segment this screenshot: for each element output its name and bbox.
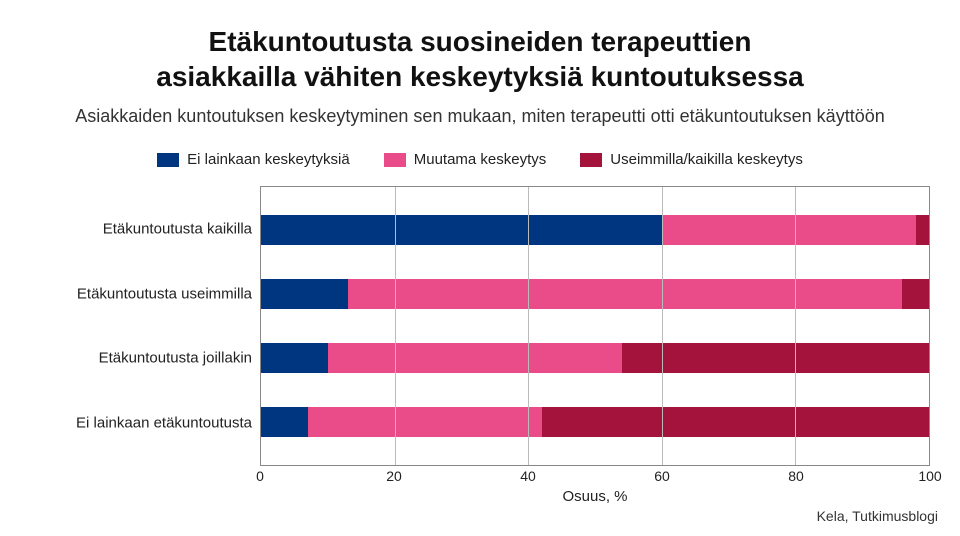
- legend-swatch: [157, 153, 179, 167]
- legend-item: Useimmilla/kaikilla keskeytys: [580, 151, 803, 168]
- bar-segment: [328, 343, 622, 372]
- bar-row: [261, 279, 929, 308]
- legend-label: Muutama keskeytys: [414, 151, 547, 168]
- y-category-label: Etäkuntoutusta kaikilla: [103, 221, 252, 238]
- legend-swatch: [580, 153, 602, 167]
- bar-segment: [902, 279, 929, 308]
- x-axis-ticks: 020406080100: [260, 466, 930, 486]
- grid-line: [795, 187, 796, 465]
- bar-segment: [662, 215, 916, 244]
- chart-container: Etäkuntoutusta suosineiden terapeuttien …: [0, 0, 960, 536]
- legend-label: Ei lainkaan keskeytyksiä: [187, 151, 350, 168]
- x-tick-label: 0: [256, 468, 264, 484]
- bar-segment: [348, 279, 902, 308]
- title-line-2: asiakkailla vähiten keskeytyksiä kuntout…: [156, 61, 804, 92]
- bar-segment: [261, 279, 348, 308]
- x-tick-label: 100: [918, 468, 941, 484]
- bar-segment: [622, 343, 929, 372]
- legend: Ei lainkaan keskeytyksiä Muutama keskeyt…: [30, 151, 930, 168]
- y-axis-labels: Etäkuntoutusta kaikilla Etäkuntoutusta us…: [30, 186, 260, 466]
- y-category-label: Ei lainkaan etäkuntoutusta: [76, 414, 252, 431]
- y-category-label: Etäkuntoutusta useimmilla: [77, 285, 252, 302]
- title-line-1: Etäkuntoutusta suosineiden terapeuttien: [209, 26, 752, 57]
- bar-segment: [261, 407, 308, 436]
- bar-segment: [916, 215, 929, 244]
- x-tick-label: 40: [520, 468, 536, 484]
- bar-row: [261, 215, 929, 244]
- x-tick-label: 20: [386, 468, 402, 484]
- legend-swatch: [384, 153, 406, 167]
- grid-line: [528, 187, 529, 465]
- plot-area: Etäkuntoutusta kaikilla Etäkuntoutusta us…: [30, 186, 930, 466]
- x-tick-label: 60: [654, 468, 670, 484]
- bar-segment: [542, 407, 929, 436]
- x-tick-label: 80: [788, 468, 804, 484]
- bar-row: [261, 343, 929, 372]
- grid-line: [662, 187, 663, 465]
- legend-label: Useimmilla/kaikilla keskeytys: [610, 151, 803, 168]
- chart-title: Etäkuntoutusta suosineiden terapeuttien …: [30, 24, 930, 94]
- grid-line: [395, 187, 396, 465]
- chart-area: [260, 186, 930, 466]
- bar-segment: [261, 343, 328, 372]
- x-axis-title: Osuus, %: [260, 488, 930, 505]
- legend-item: Muutama keskeytys: [384, 151, 547, 168]
- y-category-label: Etäkuntoutusta joillakin: [99, 350, 252, 367]
- chart-subtitle: Asiakkaiden kuntoutuksen keskeytyminen s…: [30, 106, 930, 127]
- bars-layer: [261, 187, 929, 465]
- bar-segment: [308, 407, 542, 436]
- legend-item: Ei lainkaan keskeytyksiä: [157, 151, 350, 168]
- bar-segment: [261, 215, 662, 244]
- source-attribution: Kela, Tutkimusblogi: [817, 508, 938, 524]
- bar-row: [261, 407, 929, 436]
